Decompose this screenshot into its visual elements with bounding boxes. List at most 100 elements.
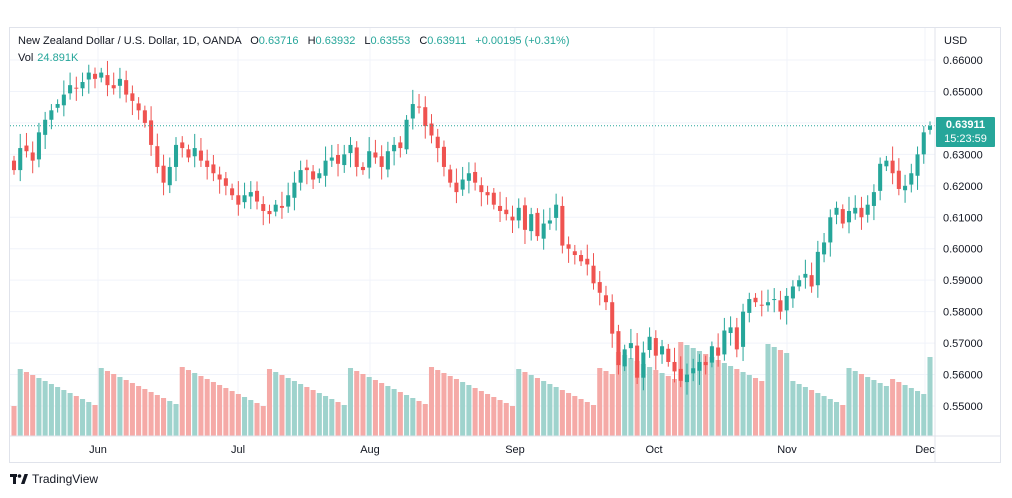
volume-bar	[584, 402, 590, 436]
volume-bar	[634, 361, 640, 436]
volume-bar	[161, 398, 167, 436]
x-tick-label: Nov	[777, 444, 797, 456]
candle-body	[429, 123, 434, 136]
y-tick-label: 0.57000	[943, 338, 983, 350]
volume-bar	[335, 402, 341, 436]
x-tick-label: Jul	[231, 444, 245, 456]
volume-bar	[397, 392, 403, 436]
volume-bar	[852, 371, 858, 436]
volume-bar	[323, 396, 329, 436]
candle-body	[149, 120, 154, 145]
volume-bar	[192, 373, 198, 436]
volume-bar	[590, 405, 597, 436]
candle-body	[728, 327, 733, 334]
volume-bar	[372, 380, 378, 436]
candle-body	[809, 275, 814, 287]
volume-bar	[603, 371, 609, 436]
volume-bar	[578, 399, 584, 436]
candle-body	[522, 205, 527, 230]
candle-body	[547, 220, 552, 224]
candle-body	[628, 343, 633, 349]
candle-body	[616, 331, 621, 366]
volume-bar	[466, 385, 472, 436]
last-price-tag: 0.63911 15:23:59	[936, 117, 995, 147]
open-key: O	[250, 35, 259, 47]
candle-body	[230, 188, 235, 196]
volume-bar	[840, 405, 846, 436]
volume-label: Vol	[18, 52, 34, 64]
volume-bar	[908, 388, 914, 436]
candle-body	[43, 119, 48, 135]
candle-body	[292, 182, 297, 198]
volume-bar	[185, 370, 192, 436]
candle-body	[49, 110, 54, 120]
volume-bar	[167, 401, 173, 436]
candle-body	[498, 205, 503, 211]
candle-body	[173, 144, 179, 167]
high-value: 0.63932	[315, 35, 356, 47]
candle-body	[878, 163, 883, 191]
volume-bar	[547, 384, 553, 436]
volume-bar	[541, 381, 547, 436]
volume-bar	[73, 396, 79, 436]
chart-legend: New Zealand Dollar / U.S. Dollar, 1D, OA…	[18, 35, 569, 47]
candle-body	[217, 174, 222, 180]
candle-body	[915, 154, 920, 176]
y-tick-label: 0.56000	[943, 370, 983, 382]
volume-bar	[559, 390, 565, 436]
candle-body	[385, 151, 390, 170]
candle-body	[254, 190, 260, 202]
tradingview-logo[interactable]: TradingView	[10, 472, 98, 486]
candle-body	[579, 255, 584, 262]
candle-body	[180, 142, 185, 149]
volume-legend: Vol 24.891K	[18, 52, 78, 64]
volume-bar	[665, 376, 671, 436]
volume-bar	[42, 381, 48, 436]
volume-bar	[865, 377, 871, 436]
volume-bar	[260, 406, 266, 436]
volume-bar	[136, 386, 142, 436]
candle-body	[684, 374, 690, 383]
candle-body	[672, 361, 677, 372]
candle-body	[566, 244, 571, 249]
volume-bar	[55, 387, 61, 436]
candle-body	[360, 166, 365, 171]
candle-body	[797, 280, 802, 287]
candle-body	[80, 82, 85, 89]
candle-body	[18, 148, 23, 171]
candle-body	[448, 169, 453, 183]
volume-bar	[179, 367, 185, 436]
candle-body	[336, 154, 341, 164]
candle-body	[311, 171, 316, 180]
volume-bar	[80, 399, 86, 436]
candle-body	[722, 330, 727, 355]
volume-bar	[360, 374, 366, 436]
volume-bar	[242, 397, 248, 436]
y-tick-label: 0.61000	[943, 212, 983, 224]
y-tick-label: 0.59000	[943, 275, 983, 287]
volume-bar	[217, 385, 223, 436]
volume-bar	[752, 378, 759, 436]
chart-frame[interactable]	[9, 27, 1001, 463]
volume-bar	[703, 354, 709, 436]
candle-body	[790, 286, 795, 299]
volume-bar	[123, 380, 129, 436]
volume-bar	[341, 405, 347, 436]
volume-bar	[198, 376, 204, 436]
volume-bar	[223, 388, 229, 436]
candle-body	[697, 361, 702, 371]
candle-body	[591, 265, 596, 284]
candle-body	[267, 210, 272, 215]
tradingview-logo-icon	[10, 474, 28, 484]
candle-body	[111, 85, 116, 89]
volume-bar	[846, 368, 852, 436]
candle-body	[466, 173, 471, 181]
candle-body	[142, 110, 147, 123]
volume-bar	[915, 391, 921, 436]
volume-bar	[784, 353, 790, 436]
low-key: L	[364, 35, 371, 47]
volume-bar	[404, 395, 410, 436]
y-tick-label: 0.66000	[943, 55, 983, 67]
volume-bar	[98, 368, 104, 436]
